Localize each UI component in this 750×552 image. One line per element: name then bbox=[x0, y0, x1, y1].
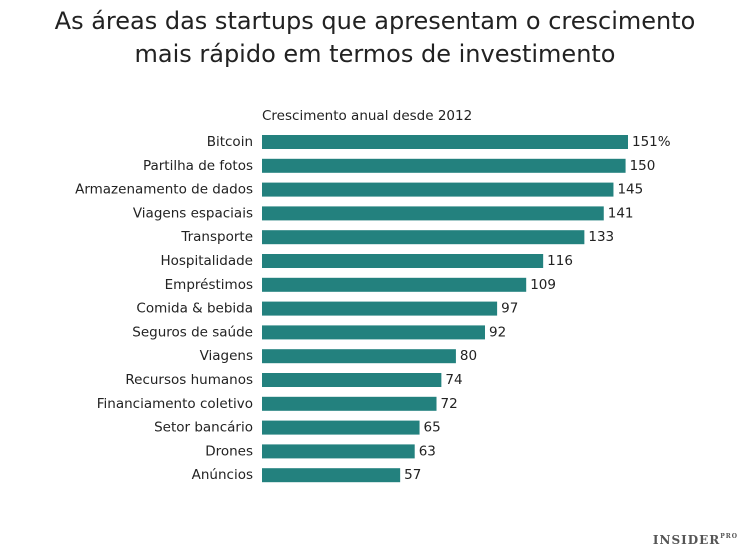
y-tick-label: Setor bancário bbox=[154, 420, 253, 436]
bar bbox=[262, 301, 498, 316]
data-label: 92 bbox=[489, 324, 506, 340]
data-label: 65 bbox=[424, 420, 441, 436]
bar bbox=[262, 254, 544, 268]
data-label: 151% bbox=[632, 134, 671, 150]
y-tick-label: Financiamento coletivo bbox=[97, 396, 253, 412]
y-tick-label: Viagens bbox=[200, 348, 253, 364]
data-label: 63 bbox=[419, 443, 436, 459]
bar bbox=[262, 230, 585, 245]
y-tick-label: Anúncios bbox=[192, 467, 253, 483]
y-tick-label: Viagens espaciais bbox=[133, 205, 253, 221]
data-label: 133 bbox=[588, 229, 614, 245]
bar bbox=[262, 277, 527, 292]
y-tick-label: Bitcoin bbox=[207, 134, 253, 150]
bar bbox=[262, 468, 401, 483]
bar bbox=[262, 420, 420, 435]
y-tick-label: Hospitalidade bbox=[160, 253, 253, 269]
data-label: 150 bbox=[630, 158, 656, 174]
data-label: 97 bbox=[501, 301, 518, 317]
chart-title: mais rápido em termos de investimento bbox=[134, 40, 615, 68]
y-tick-label: Partilha de fotos bbox=[143, 158, 253, 174]
y-tick-label: Drones bbox=[205, 443, 253, 459]
brand-logo: INSIDERPRO bbox=[653, 533, 738, 547]
bar bbox=[262, 206, 604, 221]
data-label: 109 bbox=[530, 277, 556, 293]
data-label: 141 bbox=[608, 205, 634, 221]
bar bbox=[262, 182, 614, 197]
data-label: 74 bbox=[445, 372, 462, 388]
bar bbox=[262, 349, 456, 364]
bar bbox=[262, 444, 415, 459]
data-label: 80 bbox=[460, 348, 477, 364]
y-tick-label: Transporte bbox=[180, 229, 253, 245]
data-label: 57 bbox=[404, 467, 421, 483]
y-tick-label: Armazenamento de dados bbox=[75, 182, 253, 198]
bar bbox=[262, 396, 437, 411]
bar bbox=[262, 373, 442, 387]
data-label: 145 bbox=[617, 182, 643, 198]
bar bbox=[262, 325, 485, 340]
y-tick-label: Seguros de saúde bbox=[132, 324, 253, 340]
y-tick-label: Recursos humanos bbox=[125, 372, 253, 388]
y-tick-label: Comida & bebida bbox=[136, 301, 253, 317]
data-label: 116 bbox=[547, 253, 573, 269]
y-tick-label: Empréstimos bbox=[165, 277, 253, 293]
bar bbox=[262, 135, 628, 149]
chart-subtitle: Crescimento anual desde 2012 bbox=[262, 108, 472, 124]
data-label: 72 bbox=[441, 396, 458, 412]
chart-title: As áreas das startups que apresentam o c… bbox=[55, 7, 696, 35]
brand: INSIDER bbox=[653, 533, 720, 547]
bar bbox=[262, 158, 626, 173]
brand-badge: PRO bbox=[720, 533, 738, 540]
